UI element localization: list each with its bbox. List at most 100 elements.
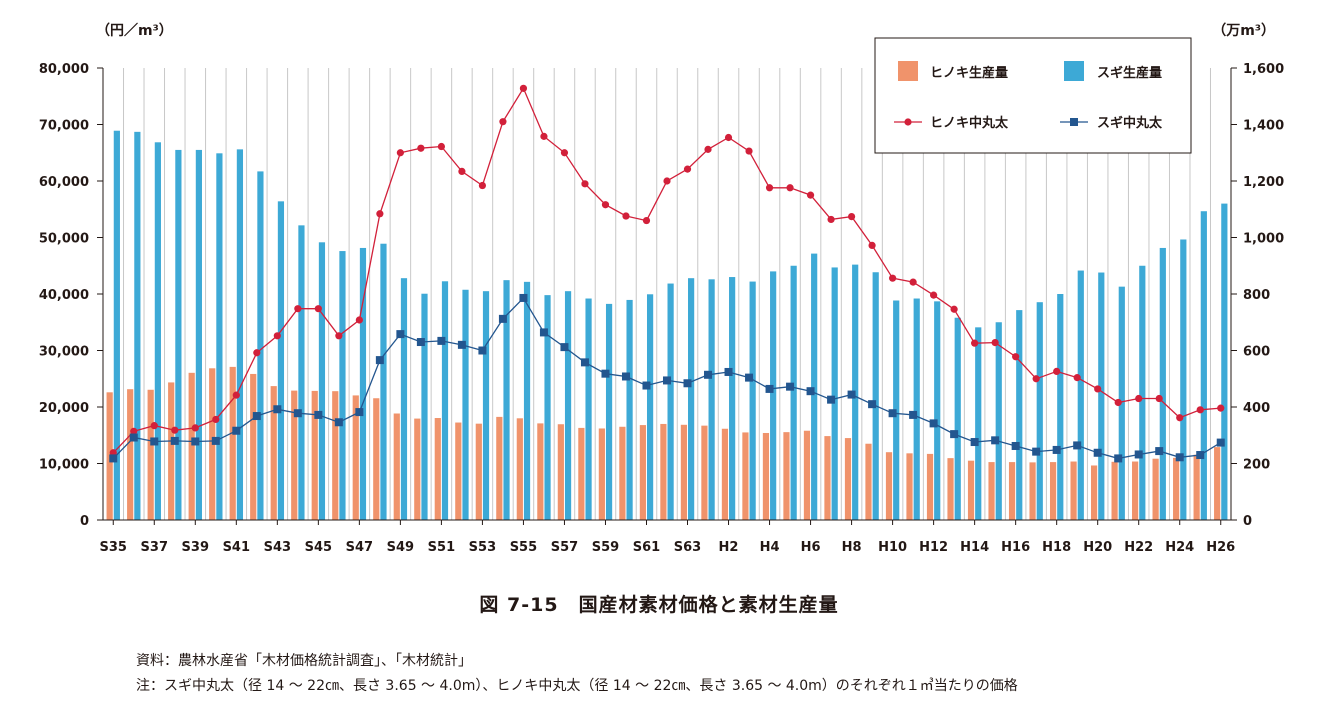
x-tick-label: S47	[346, 540, 373, 555]
sugi-production-bar	[790, 265, 797, 520]
sugi-price-point	[1196, 451, 1205, 460]
sugi-price-point	[1216, 438, 1225, 447]
sugi-price-point	[970, 438, 979, 447]
sugi-production-bar	[995, 322, 1002, 520]
sugi-production-bar	[1180, 239, 1187, 521]
hinoki-price-point	[376, 210, 384, 218]
sugi-price-point	[683, 379, 692, 388]
x-tick-label: H24	[1165, 540, 1194, 555]
sugi-production-bar	[831, 267, 838, 520]
sugi-price-point	[519, 293, 528, 302]
sugi-production-bar	[113, 130, 120, 520]
hinoki-production-bar	[270, 386, 277, 520]
sugi-price-point	[704, 370, 713, 379]
sugi-production-bar	[954, 317, 961, 520]
hinoki-production-bar	[680, 424, 688, 520]
sugi-production-bar	[236, 149, 244, 521]
hinoki-price-point	[560, 149, 569, 157]
right-tick-label: 400	[1243, 401, 1270, 416]
sugi-price-point	[991, 436, 1000, 445]
sugi-production-bar	[872, 272, 879, 520]
hinoki-price-point	[827, 215, 835, 224]
sugi-production-bar	[1200, 211, 1207, 521]
hinoki-price-point	[540, 132, 548, 140]
hinoki-production-bar	[332, 391, 339, 520]
hinoki-production-bar	[742, 432, 749, 520]
sugi-production-bar	[646, 294, 654, 520]
sugi-production-bar	[1139, 265, 1146, 520]
source-note: 資料：農林水産省「木材価格統計調査」、「木材統計」	[136, 653, 472, 669]
hinoki-production-bar	[414, 418, 421, 520]
hinoki-price-point	[806, 191, 815, 199]
right-tick-label: 200	[1243, 458, 1270, 473]
sugi-price-point	[396, 330, 405, 339]
sugi-price-point	[150, 437, 159, 446]
hinoki-price-point	[971, 339, 979, 347]
hinoki-price-point	[1114, 398, 1122, 407]
sugi-production-bar	[216, 153, 223, 520]
hinoki-price-point	[335, 332, 343, 340]
hinoki-production-bar	[578, 427, 585, 520]
hinoki-production-bar	[660, 423, 667, 520]
left-axis-unit: （円／m³）	[96, 23, 173, 39]
left-tick-label: 0	[80, 514, 89, 529]
sugi-production-bar	[154, 142, 161, 521]
hinoki-production-bar	[393, 413, 400, 520]
legend-swatch-hinoki-production	[898, 61, 918, 81]
sugi-price-point	[1134, 450, 1143, 459]
sugi-price-point	[929, 419, 938, 428]
sugi-price-point	[1073, 441, 1082, 450]
sugi-price-point	[273, 405, 282, 414]
footnote: 注：スギ中丸太（径 14 ～ 22㎝、長さ 3.65 ～ 4.0m）、ヒノキ中丸…	[136, 678, 1018, 694]
hinoki-production-bar	[352, 395, 359, 520]
hinoki-price-point	[232, 391, 240, 399]
hinoki-price-point	[930, 291, 938, 299]
sugi-price-point	[1155, 447, 1164, 456]
sugi-production-bar	[400, 278, 408, 520]
sugi-production-bar	[975, 327, 982, 520]
sugi-price-point	[232, 426, 241, 435]
hinoki-production-bar	[373, 398, 380, 520]
hinoki-price-point	[765, 184, 774, 192]
hinoki-price-point	[889, 274, 897, 282]
sugi-production-bar	[1098, 272, 1105, 520]
sugi-production-bar	[175, 149, 182, 521]
sugi-production-bar	[934, 301, 941, 520]
sugi-production-bar	[605, 303, 613, 520]
sugi-production-bar	[298, 225, 305, 521]
hinoki-production-bar	[1090, 465, 1098, 520]
right-tick-label: 800	[1243, 288, 1270, 303]
x-tick-label: S37	[141, 540, 168, 555]
left-tick-label: 40,000	[39, 288, 89, 303]
sugi-price-point	[827, 395, 836, 404]
right-axis-unit: （万m³）	[1212, 23, 1275, 39]
sugi-production-bar	[195, 149, 202, 521]
right-tick-label: 600	[1243, 345, 1270, 360]
hinoki-production-bar	[1152, 458, 1159, 520]
sugi-production-bar	[626, 299, 633, 520]
sugi-price-point	[539, 328, 548, 337]
x-tick-label: S51	[428, 540, 455, 555]
hinoki-production-bar	[168, 382, 175, 520]
sugi-production-bar	[564, 291, 572, 520]
sugi-price-point	[129, 433, 138, 442]
sugi-production-bar	[1016, 310, 1023, 520]
sugi-production-bar	[749, 281, 756, 520]
hinoki-price-point	[253, 349, 261, 357]
sugi-price-point	[847, 390, 856, 399]
hinoki-production-bar	[1070, 461, 1077, 520]
sugi-production-bar	[544, 295, 551, 520]
hinoki-price-point	[847, 212, 856, 221]
sugi-price-point	[170, 436, 179, 445]
hinoki-price-point	[663, 177, 671, 185]
sugi-price-point	[950, 430, 959, 439]
sugi-price-point	[1032, 447, 1041, 456]
sugi-price-point	[806, 387, 815, 396]
sugi-price-point	[621, 372, 630, 381]
sugi-production-bar	[503, 280, 510, 520]
sugi-production-bar	[1057, 294, 1064, 520]
x-tick-label: S41	[223, 540, 250, 555]
legend-label-hinoki-production: ヒノキ生産量	[930, 65, 1008, 81]
sugi-production-bar	[339, 251, 346, 520]
sugi-price-point	[745, 373, 754, 382]
